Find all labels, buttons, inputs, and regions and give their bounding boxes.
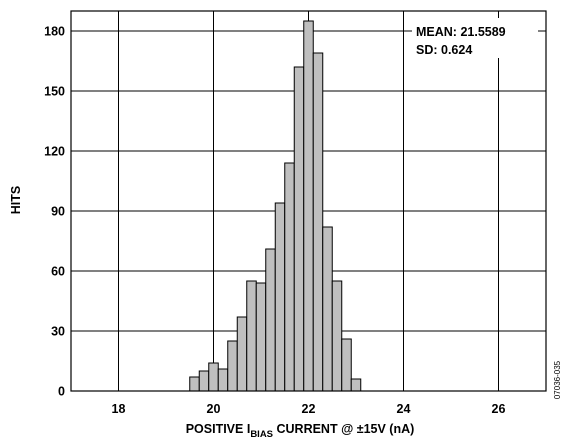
- histogram-bar: [217, 368, 229, 392]
- x-axis-title-rest: CURRENT @ ±15V (nA): [273, 422, 414, 436]
- y-tick-label: 120: [44, 145, 65, 159]
- mean-label: MEAN: 21.5589: [416, 25, 506, 39]
- y-axis-title: HITS: [9, 186, 23, 214]
- histogram-bar: [350, 378, 362, 392]
- y-tick-label: 180: [44, 25, 65, 39]
- x-axis-title: POSITIVE IBIAS CURRENT @ ±15V (nA): [186, 422, 415, 440]
- histogram-bar: [255, 282, 267, 392]
- histogram-bar: [198, 370, 210, 392]
- x-tick-labels: 18 20 22 24 26: [112, 402, 506, 416]
- y-tick-labels: 0 30 60 90 120 150 180: [44, 25, 65, 399]
- x-tick-label: 18: [112, 402, 126, 416]
- histogram-bar: [274, 202, 286, 392]
- histogram-bar: [227, 340, 238, 392]
- histogram-bar: [284, 162, 295, 392]
- x-tick-label: 22: [302, 402, 316, 416]
- histogram-bar: [341, 338, 352, 392]
- figure-id-label: 07036-035: [553, 360, 562, 399]
- histogram-bar: [303, 20, 314, 392]
- y-tick-label: 90: [51, 205, 65, 219]
- plot-frame: [70, 10, 547, 392]
- histogram-bar: [331, 280, 343, 392]
- histogram-bar: [265, 248, 276, 392]
- histogram-bar: [293, 66, 305, 392]
- sd-label: SD: 0.624: [416, 43, 472, 57]
- histogram-bar: [322, 226, 333, 392]
- histogram-bar: [236, 316, 248, 392]
- stats-box: [412, 18, 538, 58]
- x-tick-label: 26: [492, 402, 506, 416]
- y-tick-label: 60: [51, 265, 65, 279]
- y-tick-label: 150: [44, 85, 65, 99]
- y-tick-label: 30: [51, 325, 65, 339]
- histogram-bar: [246, 280, 257, 392]
- x-tick-label: 24: [397, 402, 411, 416]
- histogram-bar: [312, 52, 324, 392]
- x-axis-title-subscript: BIAS: [250, 429, 273, 440]
- x-axis-title-main: POSITIVE I: [186, 422, 251, 436]
- y-tick-label: 0: [58, 385, 65, 399]
- histogram-bar: [189, 376, 200, 392]
- histogram-bar: [208, 362, 219, 392]
- x-tick-label: 20: [207, 402, 221, 416]
- histogram-bars: [189, 20, 362, 392]
